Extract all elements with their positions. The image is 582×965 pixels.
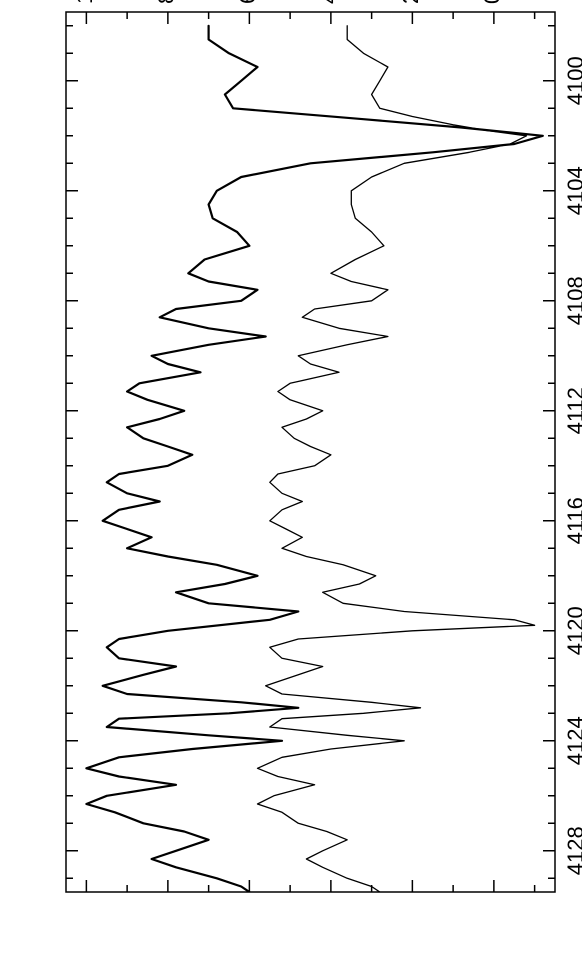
x-tick-label: 4108	[563, 276, 582, 325]
x-tick-label: 4116	[563, 497, 582, 544]
y-tick-label: 20	[398, 0, 423, 4]
x-tick-label: 4112	[563, 387, 582, 434]
chart-svg: 0 20 40 60 80 100 4100 4104 4108 4112 4116 4120 4124…	[0, 0, 582, 965]
spectrum_top	[86, 26, 542, 892]
spectrum-chart: 0 20 40 60 80 100 4100 4104 4108 4112 4116 4120 4124…	[0, 0, 582, 965]
x-tick-label: 4128	[563, 826, 582, 875]
y-tick-label: 80	[154, 0, 179, 4]
y-tick-label: 40	[317, 0, 342, 4]
x-tick-label: 4124	[563, 716, 582, 765]
x-tick-label: 4104	[563, 166, 582, 215]
y-tick-label: 0	[480, 0, 505, 4]
x-tick-label: 4100	[563, 56, 582, 105]
y-tick-label: 60	[235, 0, 260, 4]
x-tick-label: 4120	[563, 606, 582, 655]
y-tick-label: 100	[72, 0, 97, 4]
